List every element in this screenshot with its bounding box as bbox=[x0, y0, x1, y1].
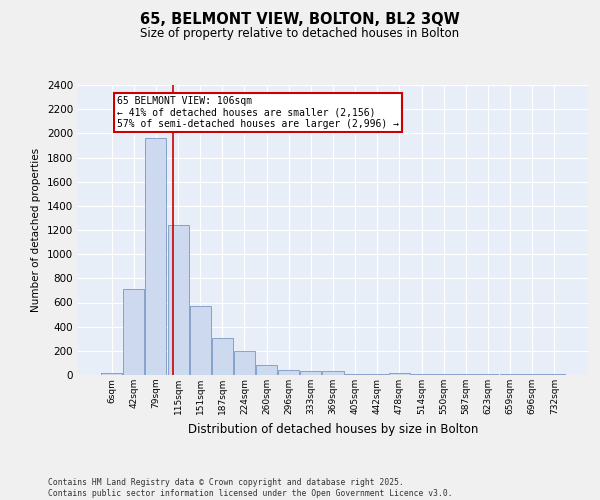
Bar bbox=[544, 374, 565, 375]
Bar bbox=[389, 372, 410, 375]
Bar bbox=[101, 372, 122, 375]
Text: Distribution of detached houses by size in Bolton: Distribution of detached houses by size … bbox=[188, 422, 478, 436]
Bar bbox=[234, 351, 255, 375]
Bar bbox=[411, 374, 432, 375]
Bar bbox=[190, 306, 211, 375]
Bar bbox=[500, 374, 521, 375]
Bar bbox=[212, 338, 233, 375]
Bar bbox=[278, 370, 299, 375]
Text: 65 BELMONT VIEW: 106sqm
← 41% of detached houses are smaller (2,156)
57% of semi: 65 BELMONT VIEW: 106sqm ← 41% of detache… bbox=[117, 96, 399, 129]
Bar bbox=[455, 374, 476, 375]
Bar bbox=[256, 366, 277, 375]
Bar bbox=[521, 374, 542, 375]
Bar bbox=[344, 374, 365, 375]
Bar bbox=[124, 289, 145, 375]
Bar bbox=[478, 374, 499, 375]
Bar bbox=[301, 371, 322, 375]
Bar bbox=[433, 374, 454, 375]
Y-axis label: Number of detached properties: Number of detached properties bbox=[31, 148, 41, 312]
Bar bbox=[167, 225, 188, 375]
Text: Size of property relative to detached houses in Bolton: Size of property relative to detached ho… bbox=[140, 28, 460, 40]
Text: Contains HM Land Registry data © Crown copyright and database right 2025.
Contai: Contains HM Land Registry data © Crown c… bbox=[48, 478, 452, 498]
Bar bbox=[322, 372, 344, 375]
Text: 65, BELMONT VIEW, BOLTON, BL2 3QW: 65, BELMONT VIEW, BOLTON, BL2 3QW bbox=[140, 12, 460, 28]
Bar bbox=[367, 374, 388, 375]
Bar bbox=[145, 138, 166, 375]
